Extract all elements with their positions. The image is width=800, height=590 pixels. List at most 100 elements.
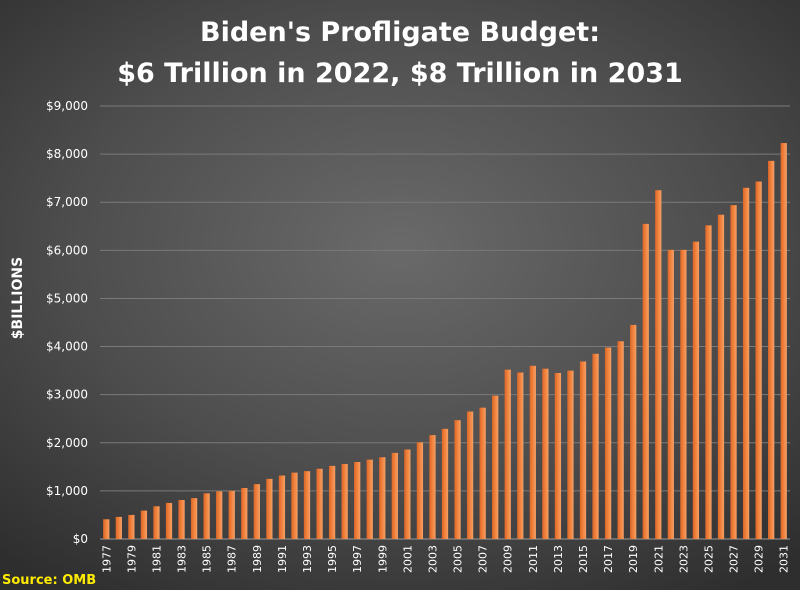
bar-1982 (165, 502, 173, 539)
x-tick-label: 2017 (602, 545, 615, 573)
x-tick-label: 1997 (351, 545, 364, 573)
bar-2023 (680, 249, 687, 539)
bar-1999 (379, 457, 386, 539)
bar-1990 (266, 478, 273, 539)
x-tick-label: 2015 (577, 545, 590, 573)
y-tick-label: $9,000 (46, 99, 88, 113)
x-tick-label: 1987 (226, 545, 239, 573)
x-tick-label: 2031 (778, 545, 791, 573)
y-tick-label: $4,000 (46, 340, 88, 354)
bar-2027 (730, 205, 737, 540)
bar-1997 (354, 462, 361, 539)
bar-2013 (554, 373, 562, 539)
bar-2028 (742, 187, 750, 540)
x-tick-label: 1977 (100, 545, 113, 573)
x-tick-label: 2021 (652, 545, 665, 573)
x-tick-label: 2023 (677, 545, 690, 573)
bar-2029 (755, 181, 762, 539)
x-tick-label: 2029 (753, 545, 766, 573)
bar-2007 (479, 407, 486, 539)
x-tick-label: 1989 (251, 545, 264, 573)
bar-2017 (604, 347, 612, 539)
bar-2020 (642, 223, 649, 539)
bar-1987 (228, 490, 235, 539)
chart-title-line-2: $6 Trillion in 2022, $8 Trillion in 2031 (117, 58, 683, 89)
bar-2015 (579, 361, 587, 539)
x-tick-label: 1991 (276, 545, 289, 573)
y-tick-label: $3,000 (46, 388, 88, 402)
x-tick-label: 2013 (552, 545, 565, 573)
x-tick-label: 1985 (201, 545, 214, 573)
bar-2010 (517, 372, 524, 539)
x-tick-label: 2019 (627, 545, 640, 573)
x-tick-label: 1999 (376, 545, 389, 573)
bar-2014 (567, 370, 574, 539)
bar-1984 (190, 498, 198, 539)
bar-1993 (303, 471, 311, 539)
bar-1996 (341, 463, 348, 539)
x-tick-label: 2025 (702, 545, 715, 573)
bars (103, 143, 787, 540)
bar-2019 (630, 324, 637, 539)
x-tick-label: 2005 (452, 545, 465, 573)
bar-2025 (705, 225, 712, 539)
bar-1988 (241, 488, 248, 539)
bar-1979 (128, 514, 135, 539)
bar-2022 (667, 249, 674, 539)
bar-2018 (617, 341, 624, 539)
bar-2002 (416, 442, 424, 539)
bar-2011 (529, 365, 536, 539)
x-tick-label: 2027 (728, 545, 741, 573)
bar-1983 (178, 500, 185, 539)
bar-2004 (441, 428, 449, 539)
x-tick-label: 1995 (326, 545, 339, 573)
x-tick-label: 2001 (401, 545, 414, 573)
bar-2001 (404, 449, 411, 539)
bar-2012 (542, 368, 549, 539)
x-tick-label: 1993 (301, 545, 314, 573)
bar-1998 (366, 459, 373, 539)
bar-1978 (115, 516, 122, 539)
y-axis-ticks: $0 $1,000 $2,000 $3,000 $4,000 $5,000 $6,000 $7… (46, 99, 88, 546)
x-tick-label: 1983 (176, 545, 189, 573)
bar-1981 (153, 506, 160, 539)
bar-1985 (203, 493, 210, 539)
x-tick-label: 1981 (150, 545, 163, 573)
x-tick-label: 1979 (125, 545, 138, 573)
x-tick-label: 2007 (477, 545, 490, 573)
x-tick-label: 2003 (426, 545, 439, 573)
bar-1980 (140, 510, 148, 539)
source-note: Source: OMB (2, 573, 97, 588)
bar-2009 (504, 369, 511, 539)
bar-2008 (492, 395, 499, 539)
bar-1992 (291, 472, 298, 539)
bar-2021 (655, 190, 662, 539)
x-tick-label: 2009 (502, 545, 515, 573)
bar-2016 (592, 353, 599, 539)
bar-1977 (103, 519, 110, 539)
bar-1989 (253, 484, 260, 539)
bar-2005 (454, 420, 461, 539)
y-tick-label: $0 (73, 532, 88, 546)
bar-2003 (429, 435, 436, 539)
bar-2006 (466, 411, 474, 539)
y-tick-label: $1,000 (46, 484, 88, 498)
chart-title-line-1: Biden's Profligate Budget: (200, 17, 600, 48)
y-tick-label: $5,000 (46, 291, 88, 305)
bar-2031 (780, 143, 787, 540)
y-tick-label: $7,000 (46, 195, 88, 209)
y-tick-label: $8,000 (46, 147, 88, 161)
x-tick-label: 2011 (527, 545, 540, 573)
x-axis-ticks: 1977 1979 1981 1983 1985 1987 1989 1991 1993 1995… (100, 545, 790, 573)
bar-1986 (216, 491, 223, 539)
y-tick-label: $6,000 (46, 243, 88, 257)
bar-2000 (391, 452, 398, 539)
y-tick-label: $2,000 (46, 436, 88, 450)
bar-2030 (768, 160, 775, 539)
bar-1995 (328, 465, 336, 539)
bar-1994 (316, 468, 323, 539)
bar-2024 (692, 241, 700, 540)
chart-title: Biden's Profligate Budget: $6 Trillion i… (0, 12, 800, 94)
